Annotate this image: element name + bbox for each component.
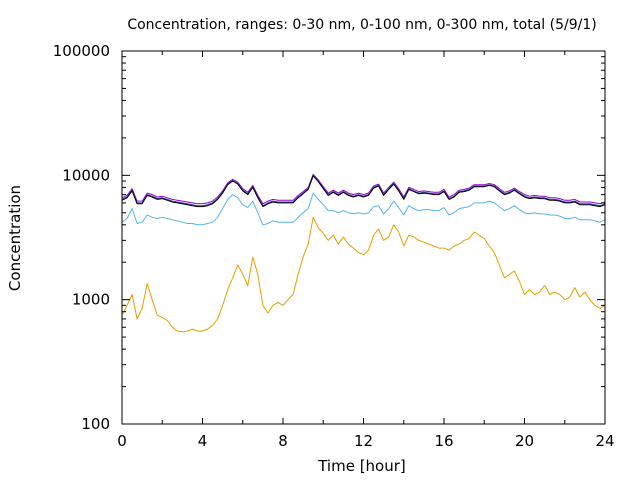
y-tick-label: 10000 [62,166,110,184]
x-axis-label: Time [hour] [317,457,406,475]
chart-title: Concentration, ranges: 0-30 nm, 0-100 nm… [127,17,596,33]
series-line-1 [121,216,606,333]
y-axis-label: Concentration [6,185,24,291]
x-tick-label: 0 [117,432,127,450]
x-tick-label: 20 [515,432,534,450]
series-line-2 [121,192,606,226]
y-tick-label: 100000 [53,42,110,60]
x-tick-label: 4 [198,432,208,450]
series-line-5 [121,175,606,208]
series-line-4 [121,174,606,207]
y-tick-label: 100 [81,415,110,433]
series-layer [121,173,606,333]
x-axis-ticks: 0 4 8 12 16 20 24 [117,51,615,450]
series-line-3 [121,173,606,205]
x-tick-label: 24 [595,432,614,450]
x-tick-label: 8 [278,432,288,450]
x-tick-label: 16 [434,432,453,450]
y-tick-label: 1000 [72,291,110,309]
x-tick-label: 12 [354,432,373,450]
plot-frame [121,50,606,425]
y-axis-ticks: 100 1000 10000 100000 [53,42,605,433]
